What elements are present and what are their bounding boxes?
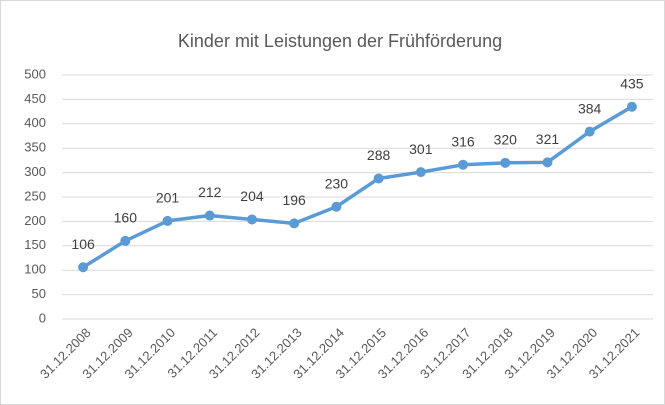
data-label: 106: [71, 236, 95, 252]
data-point: [246, 214, 257, 225]
y-tick-label: 150: [24, 237, 46, 252]
data-label: 316: [451, 133, 475, 149]
data-label: 321: [536, 131, 560, 147]
data-label: 201: [156, 190, 180, 206]
data-point: [204, 210, 215, 221]
y-tick-label: 400: [24, 115, 46, 130]
data-label: 230: [325, 175, 349, 191]
y-tick-label: 250: [24, 188, 46, 203]
data-point: [626, 101, 637, 112]
y-tick-label: 0: [39, 310, 46, 325]
data-label: 160: [114, 210, 138, 226]
data-point: [162, 215, 173, 226]
data-point: [415, 167, 426, 178]
data-label: 320: [494, 132, 518, 148]
y-tick-label: 500: [24, 66, 46, 81]
y-tick-label: 350: [24, 140, 46, 155]
data-label: 301: [409, 141, 433, 157]
data-point: [500, 157, 511, 168]
y-tick-label: 200: [24, 213, 46, 228]
data-point: [120, 235, 131, 246]
data-point: [289, 218, 300, 229]
data-point: [331, 201, 342, 212]
y-tick-label: 450: [24, 91, 46, 106]
chart-title: Kinder mit Leistungen der Frühförderung: [178, 31, 502, 51]
data-point: [78, 262, 89, 273]
data-point: [373, 173, 384, 184]
data-label: 212: [198, 184, 222, 200]
data-label: 384: [578, 100, 602, 116]
data-label: 196: [282, 192, 306, 208]
y-tick-label: 300: [24, 164, 46, 179]
data-label: 204: [240, 188, 264, 204]
data-label: 288: [367, 147, 391, 163]
y-tick-label: 50: [32, 286, 46, 301]
data-point: [584, 126, 595, 137]
y-tick-label: 100: [24, 262, 46, 277]
data-point: [542, 157, 553, 168]
data-point: [458, 159, 469, 170]
data-line: [82, 105, 633, 269]
data-label: 435: [620, 75, 644, 91]
